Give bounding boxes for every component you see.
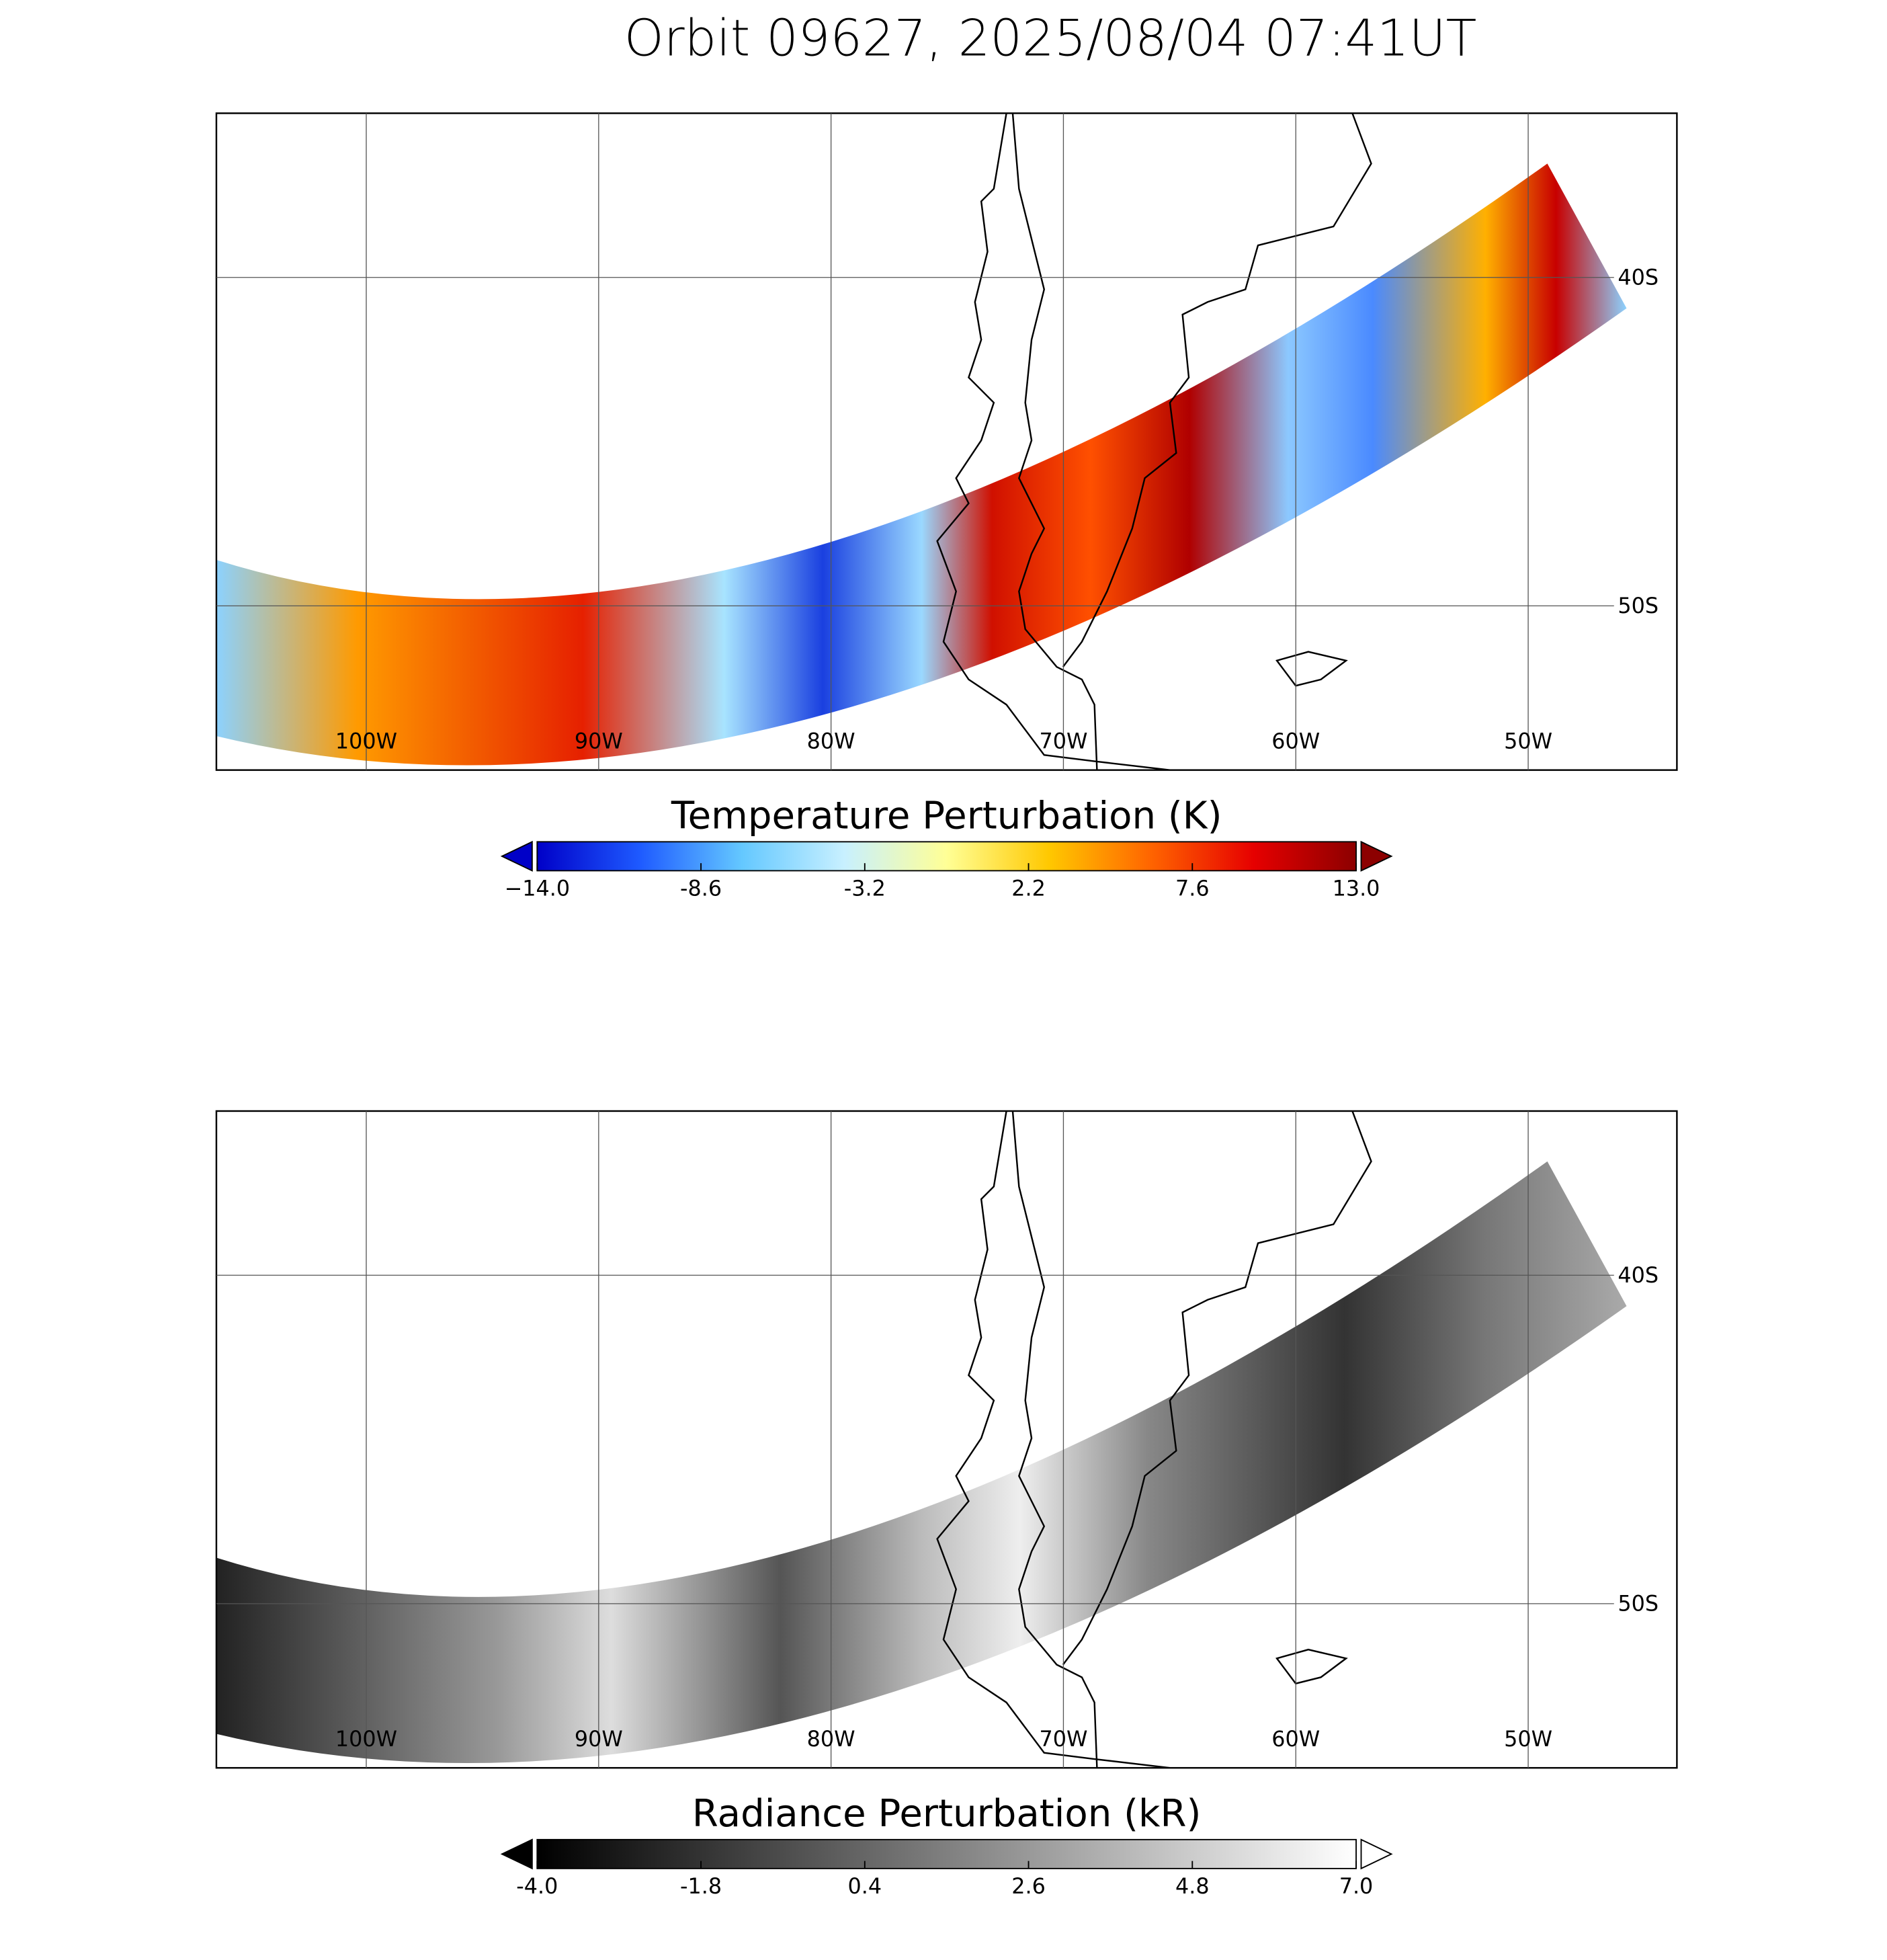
swath-layer [216,1110,1627,1768]
x-tick-label: 80W [807,1726,855,1752]
plot-frame [215,1110,1678,1769]
colorbar-extend [500,840,533,872]
colorbar-tick-label: −14.0 [505,875,571,901]
colorbar-tick-label: 7.0 [1339,1873,1374,1899]
x-tick-label: 50W [1504,728,1552,753]
colorbar-title: Radiance Perturbation (kR) [692,1792,1202,1836]
colorbar-extend [1360,840,1393,872]
colorbar-tick-label: 2.2 [1011,875,1046,901]
colorbar [536,1838,1357,1869]
x-tick-label: 60W [1271,728,1320,753]
y-tick-label: 50S [1618,1591,1659,1617]
x-tick-label: 100W [335,728,397,753]
chart-title: Orbit 09627, 2025/08/04 07:41UT [624,9,1476,67]
x-tick-label: 50W [1504,1726,1552,1752]
colorbar-tick-label: -8.6 [680,875,722,901]
x-tick-label: 90W [575,1726,623,1752]
y-tick-label: 40S [1618,1262,1659,1288]
x-tick-label: 70W [1039,1726,1087,1752]
x-tick-label: 90W [575,728,623,753]
plot-frame [215,112,1678,771]
y-tick-label: 50S [1618,593,1659,618]
colorbar-tick-label: 2.6 [1011,1873,1046,1899]
x-tick-label: 60W [1271,1726,1320,1752]
colorbar-tick-label: 13.0 [1333,875,1380,901]
colorbar-tick-label: 4.8 [1175,1873,1210,1899]
x-tick-label: 100W [335,1726,397,1752]
colorbar-tick-label: -3.2 [844,875,886,901]
swath-layer [216,113,1627,770]
colorbar-tick-label: 7.6 [1175,875,1210,901]
colorbar-extend [1360,1838,1393,1870]
colorbar-title: Temperature Perturbation (K) [671,794,1222,838]
x-tick-label: 70W [1039,728,1087,753]
y-tick-label: 40S [1618,265,1659,290]
colorbar [536,841,1357,872]
colorbar-tick-label: -4.0 [516,1873,558,1899]
x-tick-label: 80W [807,728,855,753]
colorbar-tick-label: 0.4 [848,1873,882,1899]
colorbar-tick-label: -1.8 [680,1873,722,1899]
colorbar-extend [500,1838,533,1870]
